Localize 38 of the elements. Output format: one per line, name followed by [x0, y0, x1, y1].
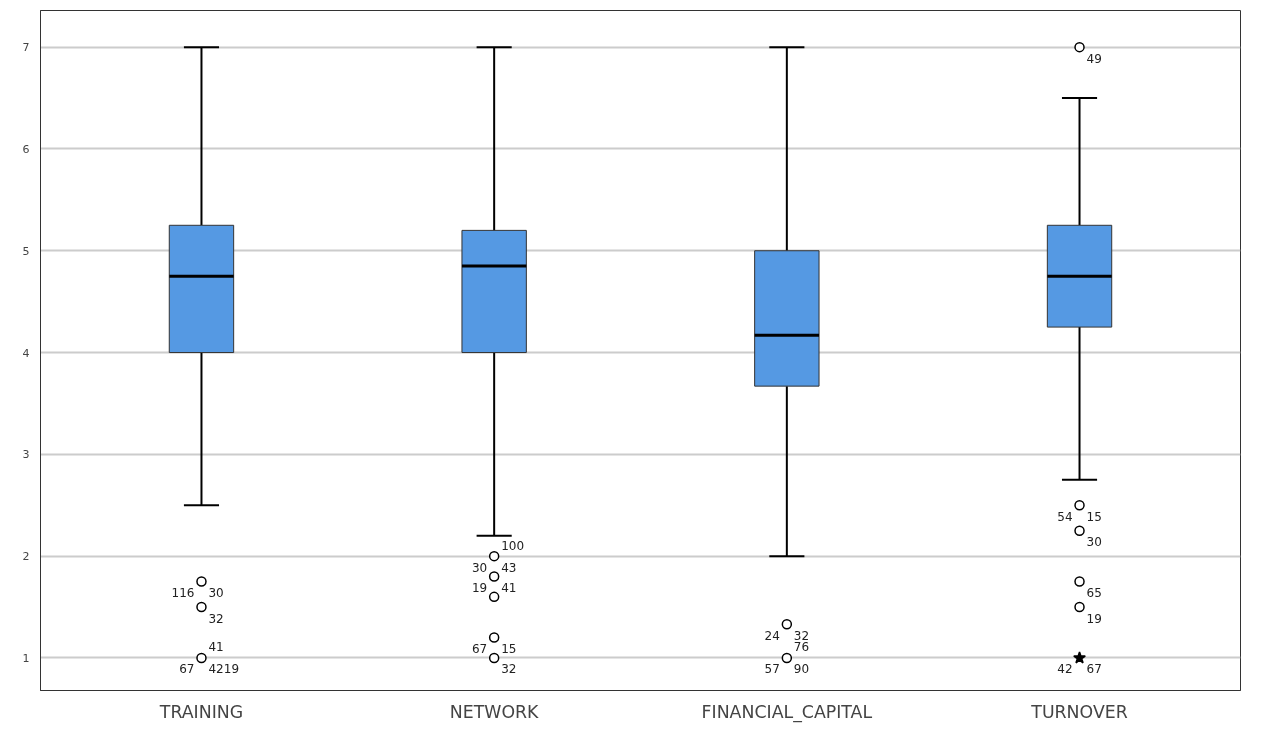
- annotation: 4219: [208, 662, 240, 677]
- y-tick-label: 2: [22, 550, 30, 564]
- annotation: 30: [471, 560, 488, 575]
- annotation: 15: [501, 642, 517, 657]
- annotation: 42: [1057, 662, 1073, 677]
- annotation: 24: [764, 628, 780, 643]
- annotation: 19: [471, 580, 488, 595]
- annotation: 49: [1086, 51, 1102, 66]
- x-tick-label: TURNOVER: [1030, 701, 1128, 722]
- y-tick-label: 3: [22, 448, 30, 462]
- y-tick-label: 6: [22, 142, 30, 156]
- annotation: 54: [1057, 509, 1073, 524]
- annotation: 41: [208, 640, 224, 655]
- x-tick-label: FINANCIAL_CAPITAL: [701, 701, 873, 723]
- annotation: 57: [764, 662, 780, 677]
- annotation: 43: [501, 560, 517, 575]
- annotation: 32: [501, 662, 517, 677]
- annotation: 90: [793, 662, 810, 677]
- annotation: 32: [208, 611, 224, 626]
- annotation: 41: [501, 580, 517, 595]
- y-tick-label: 1: [22, 651, 30, 665]
- annotation: 30: [208, 586, 224, 601]
- annotation: 19: [1086, 611, 1102, 626]
- annotation: 15: [1086, 509, 1102, 524]
- y-tick-label: 5: [22, 244, 30, 258]
- annotation: 116: [171, 586, 195, 601]
- y-tick-label: 4: [22, 346, 30, 360]
- annotation: 67: [471, 642, 488, 657]
- x-tick-label: TRAINING: [158, 701, 244, 722]
- annotation: 65: [1086, 586, 1102, 601]
- y-tick-label: 7: [22, 41, 30, 55]
- annotation: 67: [179, 662, 195, 677]
- annotation: 30: [1086, 535, 1102, 550]
- x-tick-label: NETWORK: [449, 701, 540, 722]
- annotation: 100: [501, 538, 525, 553]
- annotation: 32: [793, 628, 810, 643]
- annotation: 76: [793, 640, 810, 655]
- annotation: 67: [1086, 662, 1102, 677]
